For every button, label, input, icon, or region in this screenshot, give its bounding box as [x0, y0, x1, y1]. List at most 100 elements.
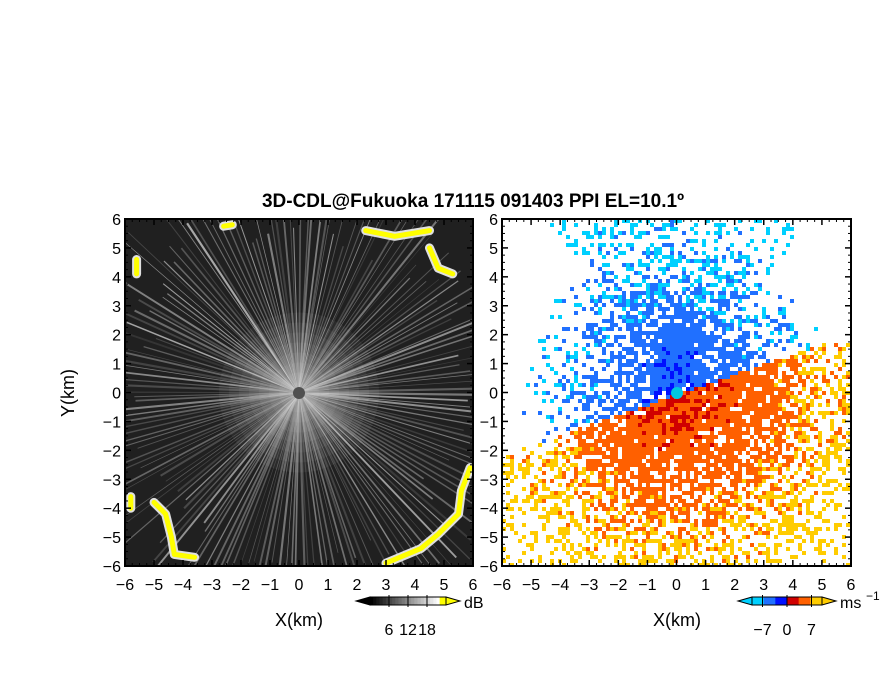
- velocity-pixel: [710, 407, 714, 411]
- reflectivity-ray: [255, 238, 300, 393]
- reflectivity-echo-arc: [383, 465, 473, 566]
- velocity-pixel: [706, 419, 710, 423]
- refl-colorbar-segment: [373, 597, 377, 605]
- velocity-pixel: [626, 275, 630, 279]
- velocity-pixel: [766, 427, 770, 431]
- velocity-pixel: [834, 451, 838, 455]
- velocity-pixel: [682, 323, 686, 327]
- velocity-pixel: [614, 443, 618, 447]
- reflectivity-ray: [177, 391, 300, 492]
- reflectivity-ray: [298, 392, 390, 555]
- velocity-pixel: [722, 543, 726, 547]
- velocity-pixel: [674, 363, 678, 367]
- velocity-pixel: [678, 351, 682, 355]
- velocity-pixel: [682, 307, 686, 311]
- velocity-pixel: [690, 467, 694, 471]
- velocity-pixel: [666, 351, 670, 355]
- velocity-pixel: [710, 523, 714, 527]
- velocity-pixel: [842, 375, 846, 379]
- velocity-pixel: [514, 495, 518, 499]
- velocity-pixel: [654, 527, 658, 531]
- velocity-pixel: [794, 503, 798, 507]
- velocity-pixel: [750, 239, 754, 243]
- velocity-pixel: [674, 547, 678, 551]
- velocity-pixel: [642, 491, 646, 495]
- velocity-pixel: [634, 423, 638, 427]
- velocity-pixel: [782, 387, 786, 391]
- velocity-pixel: [658, 251, 662, 255]
- velocity-pixel: [646, 535, 650, 539]
- velocity-pixel: [562, 463, 566, 467]
- velocity-pixel: [762, 391, 766, 395]
- velocity-pixel: [690, 327, 694, 331]
- vel-colorbar-segment: [810, 597, 823, 605]
- velocity-pixel: [550, 479, 554, 483]
- velocity-pixel: [758, 367, 762, 371]
- velocity-pixel: [790, 411, 794, 415]
- velocity-pixel: [582, 383, 586, 387]
- velocity-pixel: [742, 379, 746, 383]
- velocity-pixel: [554, 547, 558, 551]
- velocity-pixel: [702, 335, 706, 339]
- velocity-pixel: [790, 503, 794, 507]
- velocity-pixel: [618, 367, 622, 371]
- velocity-pixel: [642, 423, 646, 427]
- velocity-pixel: [690, 331, 694, 335]
- reflectivity-ray: [125, 391, 300, 442]
- velocity-pixel: [818, 511, 822, 515]
- velocity-pixel: [702, 351, 706, 355]
- velocity-pixel: [734, 491, 738, 495]
- velocity-pixel: [534, 383, 538, 387]
- velocity-pixel: [606, 427, 610, 431]
- velocity-pixel: [790, 427, 794, 431]
- velocity-pixel: [666, 551, 670, 555]
- velocity-pixel: [594, 383, 598, 387]
- velocity-pixel: [674, 495, 678, 499]
- velocity-pixel: [722, 367, 726, 371]
- velocity-pixel: [602, 303, 606, 307]
- velocity-pixel: [674, 411, 678, 415]
- velocity-pixel: [750, 463, 754, 467]
- velocity-pixel: [610, 323, 614, 327]
- velocity-pixel: [706, 471, 710, 475]
- velocity-pixel: [602, 263, 606, 267]
- velocity-pixel: [658, 259, 662, 263]
- velocity-pixel: [722, 403, 726, 407]
- velocity-pixel: [686, 431, 690, 435]
- velocity-pixel: [726, 391, 730, 395]
- velocity-pixel: [542, 471, 546, 475]
- reflectivity-ray: [143, 346, 300, 394]
- velocity-pixel: [678, 367, 682, 371]
- velocity-pixel: [766, 467, 770, 471]
- velocity-pixel: [814, 527, 818, 531]
- velocity-pixel: [626, 443, 630, 447]
- velocity-pixel: [794, 535, 798, 539]
- velocity-pixel: [762, 495, 766, 499]
- velocity-pixel: [730, 443, 734, 447]
- velocity-pixel: [710, 271, 714, 275]
- velocity-pixel: [718, 423, 722, 427]
- velocity-pixel: [698, 423, 702, 427]
- velocity-pixel: [814, 483, 818, 487]
- velocity-pixel: [730, 467, 734, 471]
- velocity-pixel: [598, 539, 602, 543]
- velocity-pixel: [658, 547, 662, 551]
- velocity-pixel: [654, 247, 658, 251]
- velocity-pixel: [710, 511, 714, 515]
- velocity-pixel: [718, 491, 722, 495]
- velocity-pixel: [746, 439, 750, 443]
- velocity-pixel: [622, 451, 626, 455]
- velocity-pixel: [574, 491, 578, 495]
- velocity-pixel: [742, 267, 746, 271]
- reflectivity-ray: [125, 391, 300, 435]
- vel-x-tick-label: 4: [788, 577, 797, 594]
- velocity-pixel: [790, 327, 794, 331]
- velocity-pixel: [770, 495, 774, 499]
- reflectivity-ray: [298, 391, 473, 418]
- reflectivity-ray: [298, 391, 473, 439]
- velocity-pixel: [646, 275, 650, 279]
- velocity-pixel: [658, 399, 662, 403]
- velocity-pixel: [758, 431, 762, 435]
- reflectivity-ray: [125, 359, 300, 394]
- velocity-pixel: [542, 495, 546, 499]
